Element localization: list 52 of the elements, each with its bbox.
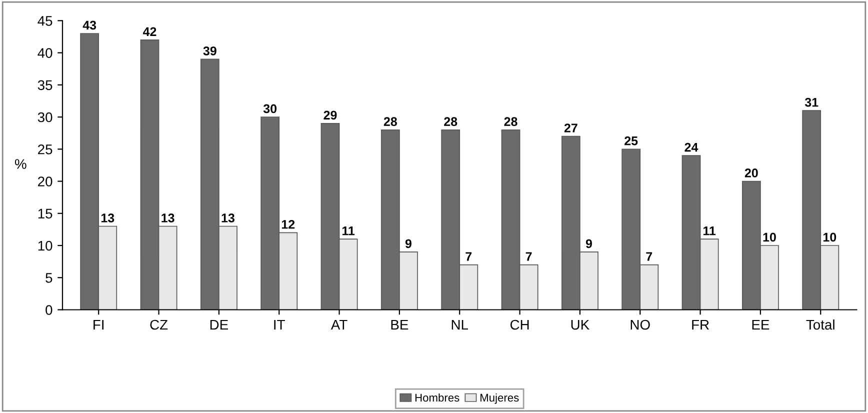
data-label: 12 bbox=[282, 220, 295, 229]
data-label: 7 bbox=[466, 252, 472, 261]
data-label: 28 bbox=[504, 117, 518, 126]
x-tick-label: FR bbox=[692, 320, 709, 330]
x-tick-label: AT bbox=[330, 320, 348, 330]
data-label: 30 bbox=[263, 104, 277, 114]
y-tick-label: 10 bbox=[38, 240, 52, 251]
data-label: 20 bbox=[744, 168, 758, 178]
y-tick-label: 20 bbox=[38, 176, 52, 186]
x-tick-label: NO bbox=[630, 320, 650, 330]
data-label: 11 bbox=[342, 226, 355, 236]
data-label: 31 bbox=[804, 98, 818, 107]
data-label: 39 bbox=[203, 46, 216, 56]
y-tick-label: 30 bbox=[38, 112, 52, 122]
data-label: 43 bbox=[82, 20, 96, 30]
data-label: 13 bbox=[162, 214, 174, 222]
y-axis-title: % bbox=[14, 159, 26, 169]
x-tick-label: CZ bbox=[150, 320, 168, 330]
y-tick-label: 0 bbox=[46, 305, 52, 315]
x-tick-label: Total bbox=[806, 319, 834, 330]
data-label: 42 bbox=[142, 27, 156, 36]
x-tick-label: BE bbox=[391, 320, 408, 330]
data-label: 28 bbox=[444, 117, 458, 126]
y-tick-label: 40 bbox=[38, 48, 52, 58]
data-label: 27 bbox=[564, 124, 578, 132]
data-label: 13 bbox=[222, 214, 234, 222]
data-label: 9 bbox=[586, 239, 592, 248]
x-tick-label: EE bbox=[752, 320, 770, 330]
data-label: 9 bbox=[405, 239, 412, 248]
data-label: 28 bbox=[384, 117, 397, 126]
legend-label: Hombres bbox=[415, 393, 460, 402]
data-label: 13 bbox=[101, 214, 114, 222]
y-tick-label: 45 bbox=[38, 16, 52, 26]
legend-label: Mujeres bbox=[480, 393, 519, 404]
data-label: 29 bbox=[324, 110, 337, 120]
y-tick-label: 5 bbox=[46, 273, 52, 283]
x-tick-label: IT bbox=[274, 320, 285, 330]
y-tick-label: 15 bbox=[38, 208, 52, 219]
y-tick-label: 35 bbox=[38, 80, 52, 90]
x-tick-label: NL bbox=[452, 320, 468, 330]
data-label: 25 bbox=[624, 136, 638, 146]
data-label: 10 bbox=[823, 232, 836, 242]
x-tick-label: FI bbox=[94, 320, 104, 330]
x-tick-label: DE bbox=[210, 320, 228, 330]
data-label: 11 bbox=[703, 226, 716, 236]
data-label: 7 bbox=[646, 252, 652, 261]
x-tick-label: UK bbox=[571, 320, 590, 330]
data-label: 7 bbox=[526, 252, 532, 261]
y-tick-label: 25 bbox=[38, 144, 52, 154]
data-label: 24 bbox=[684, 142, 698, 152]
data-label: 10 bbox=[763, 232, 776, 242]
x-tick-label: CH bbox=[510, 320, 529, 330]
